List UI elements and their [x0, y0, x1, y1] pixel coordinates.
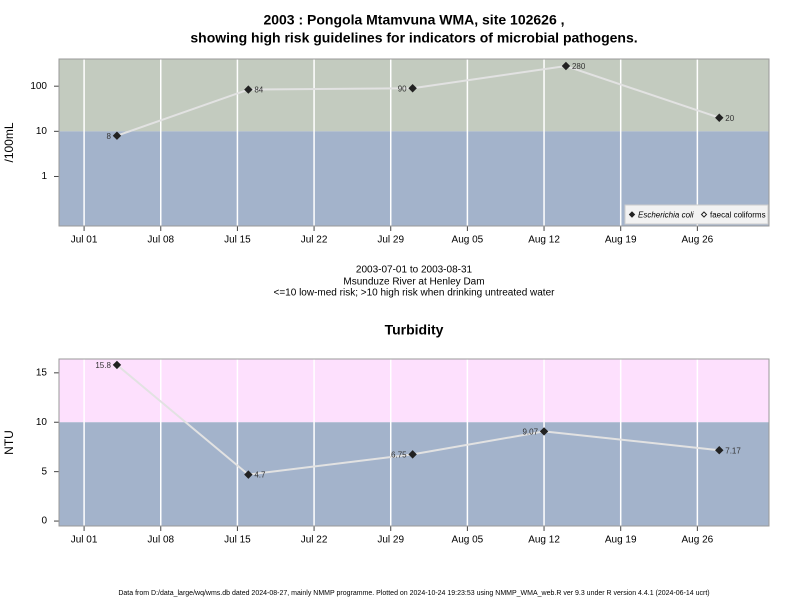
data-point	[112, 360, 122, 370]
data-point	[561, 61, 571, 71]
legend-marker	[628, 211, 636, 218]
band-above	[59, 359, 769, 423]
x-tick-label: Aug 26	[682, 535, 714, 546]
data-label: 8	[106, 132, 111, 141]
data-label: 20	[725, 114, 734, 123]
plot-frame	[58, 58, 770, 227]
footer: Data from D:/data_large/wq/wms.db dated …	[118, 590, 709, 597]
y-axis-label: /100mL	[2, 122, 16, 162]
x-tick-label: Jul 22	[301, 235, 328, 246]
y-tick-label: 100	[30, 81, 47, 92]
data-point	[715, 446, 724, 455]
x-tick-label: Aug 05	[452, 535, 484, 546]
x-tick-label: Aug 05	[452, 235, 484, 246]
chart-title: showing high risk guidelines for indicat…	[190, 30, 637, 46]
legend-label: faecal coliforms	[710, 211, 766, 220]
data-point	[408, 450, 417, 459]
data-label: 280	[572, 62, 586, 71]
x-tick-label: Jul 01	[71, 535, 98, 546]
note: <=10 low-med risk; >10 high risk when dr…	[274, 288, 556, 299]
data-label: 4.7	[254, 471, 266, 480]
x-tick-label: Aug 19	[605, 535, 637, 546]
note: 2003-07-01 to 2003-08-31	[356, 265, 473, 276]
y-tick-label: 15	[36, 367, 48, 378]
x-tick-label: Jul 08	[147, 535, 174, 546]
note: Msunduze River at Henley Dam	[343, 277, 484, 288]
data-label: 9.07	[522, 428, 538, 437]
data-label: 84	[254, 86, 263, 95]
data-point	[715, 113, 724, 122]
x-tick-label: Jul 29	[377, 535, 404, 546]
x-tick-label: Aug 19	[605, 235, 637, 246]
data-point	[539, 427, 549, 436]
y-tick-label: 10	[36, 126, 48, 137]
data-label: 90	[398, 84, 407, 93]
y-tick-label: 1	[41, 171, 47, 182]
y-tick-label: 10	[36, 417, 48, 428]
y-axis-label: NTU	[2, 430, 16, 455]
x-tick-label: Jul 01	[71, 235, 98, 246]
x-tick-label: Jul 22	[301, 535, 328, 546]
data-label: 6.75	[391, 450, 407, 459]
x-tick-label: Aug 12	[528, 535, 560, 546]
y-tick-label: 5	[41, 466, 47, 477]
chart-title: 2003 : Pongola Mtamvuna WMA, site 102626…	[263, 12, 564, 28]
chart-title: Turbidity	[385, 322, 444, 338]
x-tick-label: Jul 29	[377, 235, 404, 246]
data-point	[244, 85, 253, 94]
legend-marker	[700, 211, 708, 218]
data-label: 7.17	[725, 446, 741, 455]
band-below	[59, 422, 769, 526]
y-tick-label: 0	[41, 516, 47, 527]
data-point	[244, 470, 253, 479]
x-tick-label: Aug 26	[682, 235, 714, 246]
legend-label: Escherichia coli	[638, 211, 694, 220]
x-tick-label: Jul 15	[224, 235, 251, 246]
x-tick-label: Jul 08	[147, 235, 174, 246]
data-point	[112, 131, 122, 140]
data-point	[408, 84, 417, 93]
x-tick-label: Jul 15	[224, 535, 251, 546]
x-tick-label: Aug 12	[528, 235, 560, 246]
plot-frame	[58, 358, 770, 527]
legend-box	[624, 204, 769, 225]
band-above	[59, 59, 769, 132]
data-label: 15.8	[95, 361, 111, 370]
